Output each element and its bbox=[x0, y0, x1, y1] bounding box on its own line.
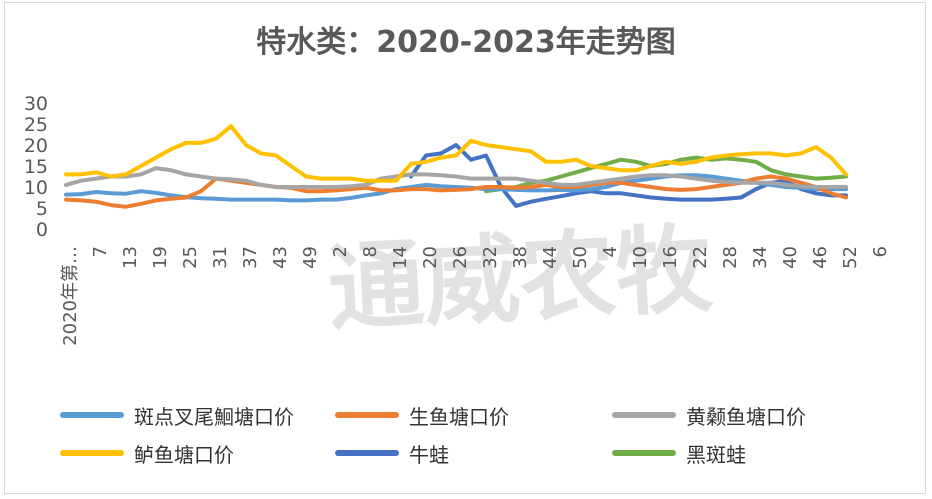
legend-label: 鲈鱼塘口价 bbox=[134, 442, 234, 467]
x-tick-label: 4 bbox=[600, 246, 621, 257]
x-tick-label: 32 bbox=[480, 246, 501, 269]
y-tick-label: 25 bbox=[24, 114, 48, 136]
x-tick-label: 34 bbox=[750, 246, 771, 269]
x-tick-label: 14 bbox=[390, 246, 411, 269]
x-axis: 2020年第… 7 13 19 25 31 37 43 49 2 8 14 20 26 32 38 44 50 4 1… bbox=[60, 246, 891, 346]
series-line-0 bbox=[64, 173, 848, 203]
x-tick-label: 7 bbox=[90, 246, 111, 257]
series-lines bbox=[64, 124, 848, 209]
legend-item: 生鱼塘口价 bbox=[335, 400, 509, 430]
x-tick-label: 2 bbox=[330, 246, 351, 257]
x-tick-label: 50 bbox=[570, 246, 591, 269]
x-tick-label: 26 bbox=[450, 246, 471, 269]
series-line-3 bbox=[64, 124, 848, 183]
legend-swatch bbox=[335, 450, 399, 456]
y-tick-label: 15 bbox=[24, 156, 48, 178]
x-tick-label: 19 bbox=[150, 246, 171, 269]
x-tick-label: 52 bbox=[840, 246, 861, 269]
legend-item: 牛蛙 bbox=[335, 438, 449, 468]
x-tick-label: 46 bbox=[810, 246, 831, 269]
x-tick-label: 25 bbox=[180, 246, 201, 269]
legend-label: 生鱼塘口价 bbox=[409, 404, 509, 429]
y-tick-label: 30 bbox=[24, 93, 48, 115]
series-line-1 bbox=[64, 174, 848, 209]
chart-title: 特水类：2020-2023年走势图 bbox=[256, 25, 675, 60]
legend-item: 黄颡鱼塘口价 bbox=[612, 400, 806, 430]
legend-swatch bbox=[335, 412, 399, 418]
legend-label: 牛蛙 bbox=[409, 442, 449, 467]
x-tick-label: 22 bbox=[690, 246, 711, 269]
x-tick-label: 13 bbox=[120, 246, 141, 269]
x-tick-label: 2020年第… bbox=[60, 246, 81, 346]
x-tick-label: 40 bbox=[780, 246, 801, 269]
x-tick-label: 20 bbox=[420, 246, 441, 269]
x-tick-label: 31 bbox=[210, 246, 231, 269]
x-tick-label: 10 bbox=[630, 246, 651, 269]
legend-swatch bbox=[612, 450, 676, 456]
x-tick-label: 37 bbox=[240, 246, 261, 269]
x-tick-label: 43 bbox=[270, 246, 291, 269]
y-tick-label: 5 bbox=[36, 198, 48, 220]
x-tick-label: 49 bbox=[300, 246, 321, 269]
y-tick-label: 10 bbox=[24, 177, 48, 199]
legend-label: 斑点叉尾鮰塘口价 bbox=[134, 404, 294, 429]
series-line-2 bbox=[64, 166, 848, 189]
legend: 斑点叉尾鮰塘口价 生鱼塘口价 黄颡鱼塘口价鲈鱼塘口价 牛蛙 黑斑蛙 bbox=[0, 392, 932, 482]
x-tick-label: 28 bbox=[720, 246, 741, 269]
chart-frame bbox=[4, 2, 926, 494]
legend-swatch bbox=[60, 450, 124, 456]
legend-swatch bbox=[612, 412, 676, 418]
x-tick-label: 6 bbox=[870, 246, 891, 257]
legend-item: 鲈鱼塘口价 bbox=[60, 438, 234, 468]
x-tick-label: 44 bbox=[540, 246, 561, 269]
x-tick-label: 8 bbox=[360, 246, 381, 257]
y-tick-label: 20 bbox=[24, 135, 48, 157]
legend-label: 黑斑蛙 bbox=[686, 442, 746, 467]
legend-item: 斑点叉尾鮰塘口价 bbox=[60, 400, 294, 430]
y-tick-label: 0 bbox=[36, 219, 48, 241]
legend-item: 黑斑蛙 bbox=[612, 438, 746, 468]
legend-swatch bbox=[60, 412, 124, 418]
legend-label: 黄颡鱼塘口价 bbox=[686, 404, 806, 429]
watermark: 通威农牧 bbox=[325, 213, 715, 345]
x-tick-label: 38 bbox=[510, 246, 531, 269]
x-tick-label: 16 bbox=[660, 246, 681, 269]
series-line-5 bbox=[484, 155, 848, 194]
